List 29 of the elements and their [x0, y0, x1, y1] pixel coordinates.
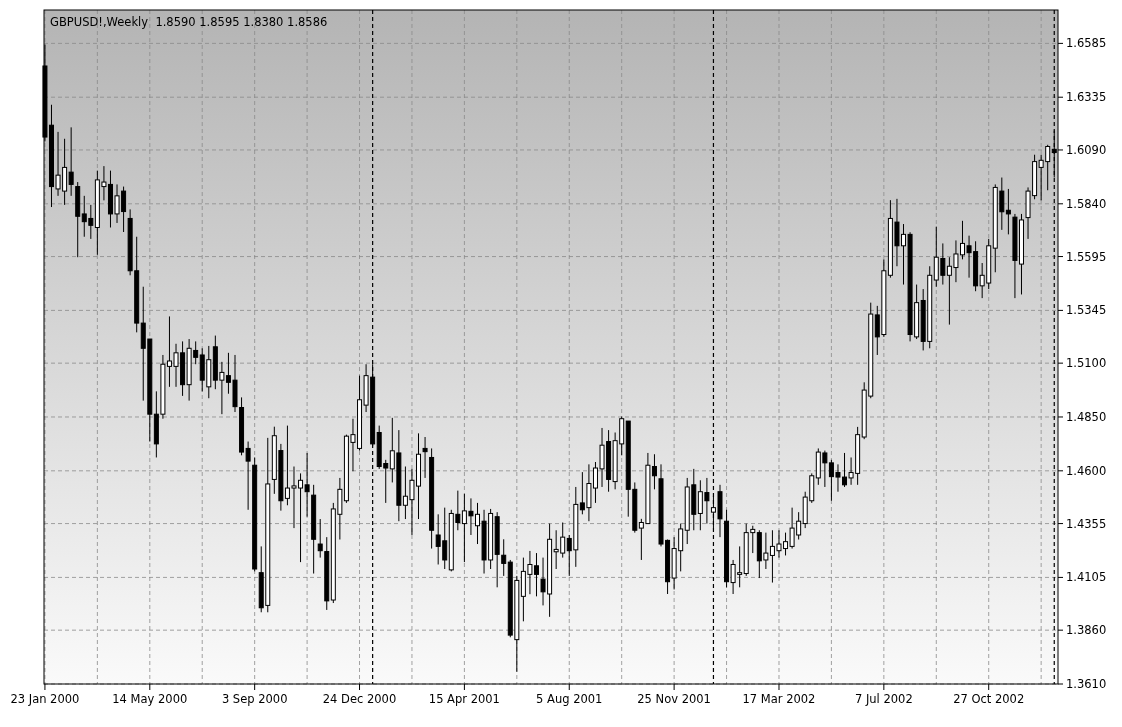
y-tick-label: 1.4850 — [1066, 410, 1107, 425]
x-tick-label: 25 Nov 2001 — [637, 692, 711, 706]
x-tick-label: 15 Apr 2001 — [428, 692, 500, 706]
candlestick — [1005, 188, 1011, 235]
y-tick-label: 1.5100 — [1066, 356, 1107, 371]
y-tick-label: 1.3610 — [1066, 677, 1107, 692]
x-tick-label: 17 Mar 2002 — [742, 692, 816, 706]
x-tick-label: 7 Jul 2002 — [854, 692, 913, 706]
candlestick — [317, 518, 323, 559]
y-tick-label: 1.5345 — [1066, 303, 1107, 318]
candlestick — [501, 538, 507, 577]
x-tick-label: 24 Dec 2000 — [322, 692, 397, 706]
y-tick-label: 1.6335 — [1066, 90, 1107, 105]
y-tick-label: 1.4355 — [1066, 516, 1107, 531]
y-tick-label: 1.4105 — [1066, 570, 1107, 585]
y-tick-label: 1.3860 — [1066, 623, 1107, 638]
candlestick — [422, 436, 428, 479]
y-tick-label: 1.5595 — [1066, 249, 1107, 264]
x-tick-label: 5 Aug 2001 — [536, 692, 603, 706]
candlestick — [68, 126, 74, 197]
y-tick-label: 1.6585 — [1066, 36, 1107, 51]
y-tick-label: 1.6090 — [1066, 142, 1107, 157]
x-tick-label: 14 May 2000 — [112, 692, 188, 706]
x-tick-label: 3 Sep 2000 — [221, 692, 288, 706]
text: GBPUSD!,Weekly 1.8590 1.8595 1.8380 1.8586 — [50, 15, 328, 29]
x-tick-label: 23 Jan 2000 — [10, 692, 80, 706]
y-tick-label: 1.4600 — [1066, 463, 1107, 478]
x-tick-label: 27 Oct 2002 — [953, 692, 1025, 706]
y-tick-label: 1.5840 — [1066, 196, 1107, 211]
